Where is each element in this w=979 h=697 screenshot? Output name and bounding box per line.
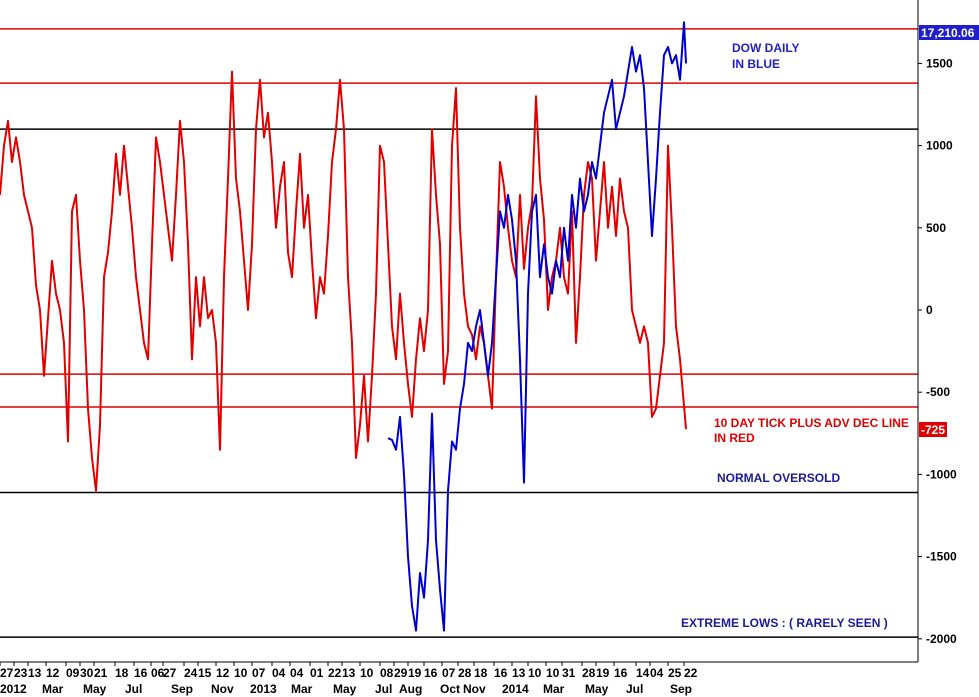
x-day-label: 04: [272, 666, 286, 680]
x-day-label: 25: [668, 666, 682, 680]
x-day-label: 21: [94, 666, 108, 680]
x-day-label: 19: [596, 666, 610, 680]
x-day-label: 16: [614, 666, 628, 680]
y-tick-label: 500: [926, 221, 946, 235]
x-day-label: 10: [234, 666, 248, 680]
x-month-label: 2012: [0, 682, 27, 696]
x-month-label: Jul: [626, 682, 643, 696]
x-month-label: Sep: [670, 682, 692, 696]
x-day-label: 12: [46, 666, 60, 680]
x-day-label: 10: [546, 666, 560, 680]
x-day-label: 01: [310, 666, 324, 680]
annotation-tick-line1: 10 DAY TICK PLUS ADV DEC LINE: [714, 416, 909, 430]
x-month-label: Sep: [171, 682, 193, 696]
x-day-label: 04: [290, 666, 304, 680]
tick-adv-dec-line: [0, 70, 687, 492]
x-month-label: May: [83, 682, 107, 696]
x-day-label: 13: [28, 666, 42, 680]
x-day-label: 09: [66, 666, 80, 680]
horizontal-levels: [0, 28, 918, 638]
y-tick-label: 0: [926, 303, 933, 317]
x-day-label: 13: [512, 666, 526, 680]
dow-value-label: 17,210.06: [921, 26, 975, 40]
x-month-label: Jul: [375, 682, 392, 696]
x-day-label: 18: [115, 666, 129, 680]
x-day-label: 14: [636, 666, 650, 680]
x-day-label: 31: [562, 666, 576, 680]
x-day-label: 16: [424, 666, 438, 680]
x-month-label: May: [585, 682, 609, 696]
y-tick-label: -2000: [926, 632, 957, 646]
annotation-dow-line1: DOW DAILY: [732, 41, 800, 55]
x-day-label: 28: [458, 666, 472, 680]
x-month-label: Mar: [291, 682, 313, 696]
x-day-label: 29: [394, 666, 408, 680]
x-month-label: Nov: [211, 682, 234, 696]
x-day-label: 24: [184, 666, 198, 680]
annotation-extreme-lows: EXTREME LOWS : ( RARELY SEEN ): [681, 616, 888, 630]
x-month-label: Oct: [440, 682, 460, 696]
x-month-label: Jul: [125, 682, 142, 696]
y-tick-label: 1000: [926, 139, 953, 153]
x-day-label: 22: [328, 666, 342, 680]
x-day-label: 27: [0, 666, 14, 680]
x-day-label: 15: [198, 666, 212, 680]
series-lines: [0, 21, 687, 632]
x-day-label: 16: [494, 666, 508, 680]
x-day-label: 19: [408, 666, 422, 680]
x-day-label: 04: [650, 666, 664, 680]
x-day-label: 06: [151, 666, 165, 680]
x-day-label: 18: [474, 666, 488, 680]
x-day-label: 10: [360, 666, 374, 680]
x-month-label: Mar: [543, 682, 565, 696]
x-month-label: Nov: [463, 682, 486, 696]
tick-value-box: [919, 422, 947, 437]
x-day-label: 07: [442, 666, 456, 680]
y-tick-label: -1500: [926, 550, 957, 564]
annotation-dow-line2: IN BLUE: [732, 57, 780, 71]
dow-value-box: [919, 25, 979, 40]
x-day-label: 12: [216, 666, 230, 680]
x-day-label: 10: [528, 666, 542, 680]
x-day-label: 27: [163, 666, 177, 680]
x-day-label: 16: [134, 666, 148, 680]
y-axis: 1500 1000 500 0 -500 -1000 -1500 -2000: [918, 56, 957, 646]
y-tick-label: 1500: [926, 56, 953, 70]
dow-daily-line: [387, 21, 687, 632]
plot-area: [0, 0, 918, 662]
x-month-label: 2014: [502, 682, 529, 696]
x-day-label: 22: [684, 666, 698, 680]
x-month-label: Aug: [399, 682, 422, 696]
x-day-label: 07: [252, 666, 266, 680]
y-tick-label: -1000: [926, 467, 957, 481]
x-month-label: Mar: [42, 682, 64, 696]
x-month-label: 2013: [250, 682, 277, 696]
x-day-label: 30: [80, 666, 94, 680]
x-day-label: 23: [14, 666, 28, 680]
y-tick-label: -500: [926, 385, 950, 399]
x-day-label: 08: [380, 666, 394, 680]
x-month-label: May: [333, 682, 357, 696]
annotation-tick-line2: IN RED: [714, 431, 755, 445]
tick-value-label: -725: [921, 423, 945, 437]
x-day-label: 28: [582, 666, 596, 680]
x-day-label: 13: [342, 666, 356, 680]
annotation-normal-oversold: NORMAL OVERSOLD: [717, 471, 840, 485]
